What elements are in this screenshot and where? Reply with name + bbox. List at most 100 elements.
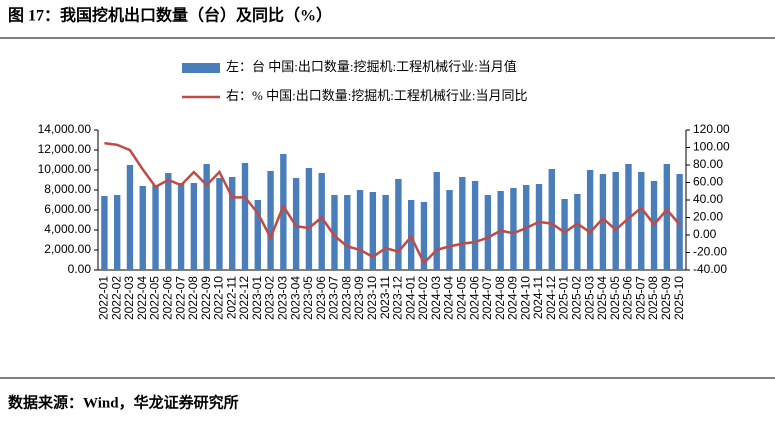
x-tick-label: 2025-03 — [582, 276, 596, 320]
y-tick-label: 2,000.00 — [44, 242, 91, 256]
x-tick-label: 2024-02 — [416, 276, 430, 320]
bar — [113, 195, 121, 270]
bar — [420, 202, 428, 270]
bar — [229, 177, 236, 270]
x-tick-label: 2022-04 — [135, 276, 149, 320]
x-tick-label: 2025-08 — [646, 276, 660, 320]
x-tick-label: 2025-07 — [633, 276, 647, 320]
y-tick-label: 10,000.00 — [38, 162, 92, 176]
x-tick-label: 2024-05 — [454, 276, 468, 320]
bar — [254, 200, 261, 270]
x-tick-label: 2025-10 — [672, 276, 686, 320]
x-tick-label: 2024-04 — [442, 276, 456, 320]
bar — [216, 178, 223, 270]
bar — [165, 173, 172, 270]
x-tick-label: 2024-10 — [518, 276, 532, 320]
y2-tick-label: 60.00 — [693, 175, 723, 189]
bar — [459, 177, 466, 270]
x-tick-label: 2022-11 — [224, 276, 238, 319]
bar — [267, 171, 274, 270]
x-tick-label: 2023-10 — [365, 276, 379, 320]
x-tick-label: 2025-02 — [570, 276, 584, 320]
y-tick-label: 12,000.00 — [38, 142, 92, 156]
bar — [190, 183, 198, 270]
x-tick-label: 2025-06 — [621, 276, 635, 320]
x-tick-label: 2022-01 — [97, 276, 111, 320]
x-tick-label: 2025-05 — [608, 276, 622, 320]
bar — [561, 199, 568, 270]
bar — [382, 195, 389, 270]
x-tick-label: 2023-09 — [352, 276, 366, 320]
x-tick-label: 2022-05 — [148, 276, 162, 320]
x-tick-label: 2022-12 — [237, 276, 251, 320]
x-tick-label: 2025-01 — [557, 276, 571, 320]
x-tick-label: 2024-07 — [480, 276, 494, 320]
y2-tick-label: 0.00 — [693, 227, 717, 241]
x-tick-label: 2024-08 — [493, 276, 507, 320]
bar — [331, 195, 338, 270]
bar — [433, 172, 440, 270]
source: 数据来源：Wind，华龙证券研究所 — [8, 393, 239, 411]
bar — [484, 195, 492, 270]
x-tick-label: 2024-09 — [506, 276, 520, 320]
y-tick-label: 0.00 — [68, 262, 92, 276]
chart-title: 图 17：我国挖机出口数量（台）及同比（%） — [8, 6, 332, 25]
bar — [344, 195, 351, 270]
bar — [241, 163, 249, 270]
bar — [177, 183, 185, 270]
x-tick-label: 2023-04 — [288, 276, 302, 320]
bar — [599, 174, 607, 270]
x-tick-label: 2024-01 — [403, 276, 417, 320]
bar — [446, 190, 453, 270]
x-tick-label: 2024-11 — [531, 276, 545, 319]
bar — [676, 174, 683, 270]
legend-label: 左：台 中国:出口数量:挖掘机:工程机械行业:当月值 — [226, 59, 517, 74]
legend-swatch — [182, 63, 220, 73]
x-tick-label: 2022-09 — [199, 276, 213, 320]
y2-tick-label: -40.00 — [693, 262, 727, 276]
bar — [318, 173, 325, 270]
x-tick-label: 2023-03 — [276, 276, 290, 320]
x-tick-label: 2023-12 — [391, 276, 405, 320]
x-tick-label: 2024-12 — [544, 276, 558, 320]
line — [104, 141, 681, 266]
y2-tick-label: 100.00 — [693, 140, 730, 154]
bar — [280, 154, 287, 270]
bar — [101, 196, 108, 270]
bar — [574, 194, 581, 270]
y2-tick-label: -20.00 — [693, 245, 727, 259]
x-tick-label: 2025-09 — [659, 276, 673, 320]
x-tick-label: 2022-02 — [109, 276, 123, 320]
legend-label: 右：% 中国:出口数量:挖掘机:工程机械行业:当月同比 — [226, 88, 528, 103]
x-tick-label: 2023-06 — [314, 276, 328, 320]
x-tick-label: 2022-06 — [160, 276, 174, 320]
x-tick-label: 2024-06 — [467, 276, 481, 320]
x-tick-label: 2023-07 — [327, 276, 341, 320]
bar — [126, 165, 134, 270]
bar — [152, 185, 159, 270]
x-tick-label: 2023-08 — [339, 276, 353, 320]
y-tick-label: 14,000.00 — [38, 122, 92, 136]
x-tick-label: 2022-08 — [186, 276, 200, 320]
x-tick-label: 2023-05 — [301, 276, 315, 320]
bar — [395, 179, 402, 270]
bar — [471, 181, 479, 270]
x-tick-label: 2023-02 — [263, 276, 277, 320]
bar — [369, 192, 377, 270]
x-tick-label: 2023-01 — [250, 276, 264, 320]
bar — [612, 172, 619, 270]
bar — [139, 186, 146, 270]
bar — [535, 184, 543, 270]
x-tick-label: 2025-04 — [595, 276, 609, 320]
x-tick-label: 2022-10 — [212, 276, 226, 320]
y-tick-label: 8,000.00 — [44, 182, 91, 196]
x-tick-label: 2022-03 — [122, 276, 136, 320]
y-tick-label: 4,000.00 — [44, 222, 91, 236]
bar — [586, 170, 594, 270]
y2-tick-label: 40.00 — [693, 192, 723, 206]
bar — [356, 190, 364, 270]
x-tick-label: 2023-11 — [378, 276, 392, 319]
bar — [203, 164, 210, 270]
bar — [638, 172, 645, 270]
